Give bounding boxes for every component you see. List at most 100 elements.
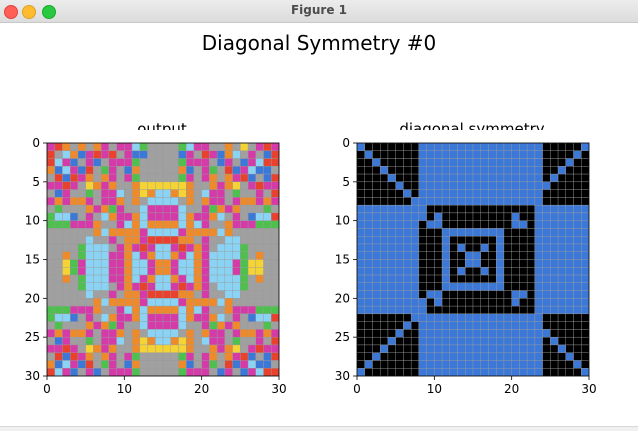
- diagonal-symmetry-cell: [503, 282, 512, 291]
- diagonal-symmetry-cell: [581, 243, 590, 252]
- diagonal-symmetry-cell: [434, 243, 443, 252]
- diagonal-symmetry-cell: [403, 360, 412, 369]
- output-cell: [209, 352, 218, 361]
- diagonal-symmetry-cell: [418, 259, 427, 268]
- diagonal-symmetry-cell: [364, 352, 373, 361]
- window-title: Figure 1: [290, 3, 348, 17]
- output-cell: [155, 212, 164, 221]
- diagonal-symmetry-cell: [542, 158, 551, 167]
- output-cell: [193, 305, 202, 315]
- diagonal-symmetry-cell: [364, 290, 373, 299]
- output-cell: [131, 212, 141, 221]
- diagonal-symmetry-cell: [573, 212, 582, 221]
- diagonal-symmetry-cell: [403, 274, 412, 284]
- output-cell: [271, 220, 280, 229]
- diagonal-symmetry-cell: [557, 189, 567, 198]
- diagonal-symmetry-cell: [472, 313, 481, 322]
- diagonal-symmetry-cell: [403, 305, 412, 315]
- diagonal-symmetry-cell: [581, 220, 590, 229]
- output-cell: [108, 282, 117, 291]
- diagonal-symmetry-cell: [542, 220, 551, 229]
- diagonal-symmetry-cell: [441, 204, 451, 214]
- diagonal-symmetry-cell: [511, 197, 520, 206]
- output-cell: [147, 313, 156, 322]
- output-cell: [170, 274, 179, 284]
- diagonal-symmetry-cell: [364, 181, 373, 190]
- diagonal-symmetry-cell: [372, 142, 381, 152]
- diagonal-symmetry-cell: [519, 251, 528, 260]
- diagonal-symmetry-cell: [565, 267, 574, 276]
- diagonal-symmetry-cell: [418, 158, 427, 167]
- output-cell: [116, 290, 125, 299]
- output-cell: [193, 336, 202, 346]
- diagonal-symmetry-xtick-label: 0: [353, 382, 361, 396]
- diagonal-symmetry-cell: [565, 344, 574, 353]
- output-cell: [93, 329, 102, 338]
- diagonal-symmetry-cell: [387, 329, 396, 338]
- output-cell: [224, 360, 233, 369]
- diagonal-symmetry-cell: [395, 142, 404, 152]
- output-cell: [247, 352, 257, 361]
- output-cell: [139, 259, 148, 268]
- diagonal-symmetry-cell: [519, 212, 528, 221]
- output-cell: [54, 282, 63, 291]
- output-cell: [93, 313, 102, 322]
- diagonal-symmetry-cell: [434, 212, 443, 221]
- diagonal-symmetry-cell: [372, 274, 381, 284]
- diagonal-symmetry-cell: [581, 267, 590, 276]
- diagonal-symmetry-cell: [441, 336, 451, 346]
- diagonal-symmetry-cell: [356, 336, 365, 346]
- diagonal-symmetry-cell: [550, 166, 559, 175]
- output-cell: [139, 336, 148, 346]
- output-cell: [69, 158, 79, 167]
- output-cell: [255, 336, 264, 346]
- diagonal-symmetry-cell: [403, 267, 412, 276]
- zoom-button[interactable]: [42, 5, 56, 19]
- output-cell: [46, 267, 55, 276]
- diagonal-symmetry-cell: [488, 352, 497, 361]
- diagonal-symmetry-cell: [573, 274, 582, 284]
- diagonal-symmetry-cell: [488, 212, 497, 221]
- diagonal-symmetry-cell: [380, 158, 389, 167]
- diagonal-symmetry-cell: [380, 212, 389, 221]
- output-cell: [131, 344, 141, 353]
- output-cell: [62, 305, 71, 315]
- diagonal-symmetry-cell: [418, 181, 427, 190]
- output-cell: [216, 344, 226, 353]
- output-cell: [108, 352, 117, 361]
- diagonal-symmetry-cell: [519, 181, 528, 190]
- output-cell: [155, 282, 164, 291]
- diagonal-symmetry-cell: [426, 352, 435, 361]
- output-cell: [216, 305, 226, 315]
- output-cell: [201, 259, 210, 268]
- output-cell: [263, 368, 272, 377]
- output-cell: [116, 313, 125, 322]
- diagonal-symmetry-cell: [418, 352, 427, 361]
- output-cell: [108, 329, 117, 338]
- output-cell: [178, 329, 187, 338]
- output-cell: [247, 368, 257, 377]
- output-cell: [232, 336, 241, 346]
- output-cell: [155, 251, 164, 260]
- close-button[interactable]: [4, 5, 18, 19]
- diagonal-symmetry-cell: [495, 344, 505, 353]
- diagonal-symmetry-cell: [449, 274, 458, 284]
- diagonal-symmetry-cell: [495, 189, 505, 198]
- output-cell: [232, 298, 241, 307]
- diagonal-symmetry-cell: [534, 313, 543, 322]
- output-cell: [62, 166, 71, 175]
- minimize-button[interactable]: [22, 5, 36, 19]
- diagonal-symmetry-cell: [495, 251, 505, 260]
- diagonal-symmetry-cell: [503, 150, 512, 159]
- output-cell: [69, 197, 79, 206]
- output-cell: [255, 267, 264, 276]
- diagonal-symmetry-cell: [534, 251, 543, 260]
- diagonal-symmetry-cell: [395, 344, 404, 353]
- output-cell: [224, 228, 233, 237]
- output-cell: [131, 220, 141, 229]
- diagonal-symmetry-cell: [441, 212, 451, 221]
- diagonal-symmetry-cell: [356, 360, 365, 369]
- diagonal-symmetry-cell: [418, 251, 427, 260]
